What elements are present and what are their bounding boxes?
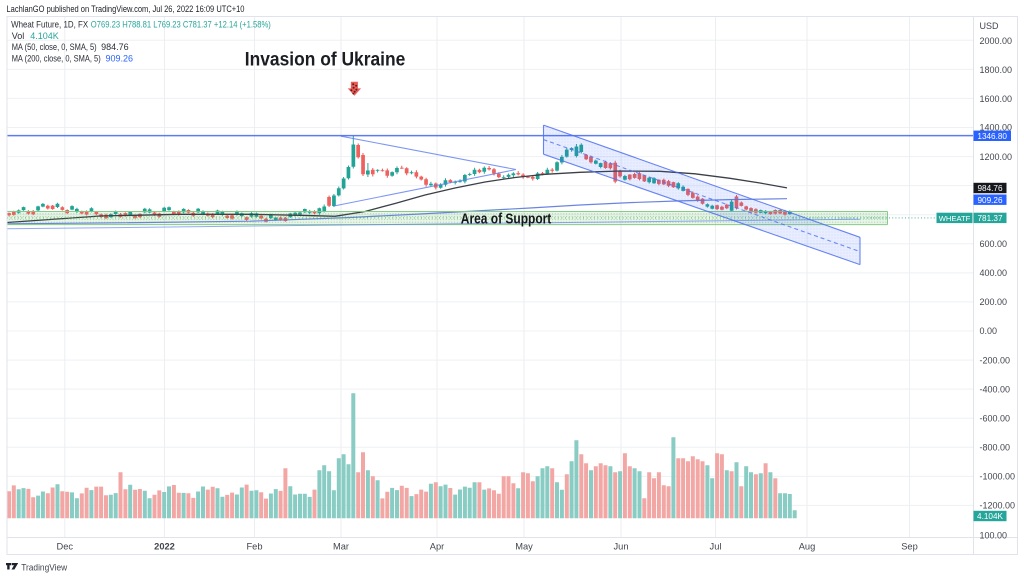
svg-text:-1200.00: -1200.00 xyxy=(980,501,1016,511)
svg-text:909.26: 909.26 xyxy=(106,54,134,64)
svg-text:-400.00: -400.00 xyxy=(980,384,1011,394)
svg-text:200.00: 200.00 xyxy=(980,297,1008,307)
svg-text:1200.00: 1200.00 xyxy=(980,152,1013,162)
svg-text:1400.00: 1400.00 xyxy=(980,123,1013,133)
svg-text:0.00: 0.00 xyxy=(980,326,998,336)
svg-text:MA (50, close, 0, SMA, 5): MA (50, close, 0, SMA, 5) xyxy=(12,42,97,52)
svg-text:909.26: 909.26 xyxy=(977,196,1002,205)
svg-text:1346.80: 1346.80 xyxy=(977,132,1007,141)
svg-text:2022: 2022 xyxy=(154,542,175,552)
svg-text:Wheat Future, 1D, FX: Wheat Future, 1D, FX xyxy=(11,20,88,30)
svg-text:Jul: Jul xyxy=(710,542,722,552)
svg-text:LachlanGO published on Trading: LachlanGO published on TradingView.com, … xyxy=(7,4,245,14)
svg-text:Feb: Feb xyxy=(246,542,262,552)
svg-text:-600.00: -600.00 xyxy=(980,413,1011,423)
svg-text:Mar: Mar xyxy=(333,542,349,552)
svg-text:4.104K: 4.104K xyxy=(977,512,1003,521)
svg-text:1800.00: 1800.00 xyxy=(980,65,1013,75)
svg-text:Jun: Jun xyxy=(614,542,629,552)
svg-text:Sep: Sep xyxy=(901,542,918,552)
svg-text:100.00: 100.00 xyxy=(980,531,1008,541)
svg-text:Invasion of Ukraine: Invasion of Ukraine xyxy=(245,49,406,71)
svg-text:USD: USD xyxy=(980,21,1000,31)
svg-text:Dec: Dec xyxy=(57,542,74,552)
svg-text:Vol: Vol xyxy=(12,31,25,41)
svg-text:-800.00: -800.00 xyxy=(980,442,1011,452)
svg-text:WHEATF: WHEATF xyxy=(939,214,971,223)
svg-text:May: May xyxy=(515,542,533,552)
svg-text:2000.00: 2000.00 xyxy=(980,36,1013,46)
svg-text:-200.00: -200.00 xyxy=(980,355,1011,365)
svg-text:Area of Support: Area of Support xyxy=(461,211,552,228)
svg-text:O769.23 H788.81 L769.23 C781.3: O769.23 H788.81 L769.23 C781.37 +12.14 (… xyxy=(91,20,271,30)
svg-text:600.00: 600.00 xyxy=(980,239,1008,249)
svg-text:TradingView: TradingView xyxy=(21,562,67,573)
svg-text:1600.00: 1600.00 xyxy=(980,94,1013,104)
svg-text:984.76: 984.76 xyxy=(101,42,129,52)
svg-text:4.104K: 4.104K xyxy=(30,31,59,41)
svg-text:984.76: 984.76 xyxy=(977,184,1002,193)
svg-text:Apr: Apr xyxy=(430,542,444,552)
svg-text:Aug: Aug xyxy=(799,542,816,552)
svg-text:MA (200, close, 0, SMA, 5): MA (200, close, 0, SMA, 5) xyxy=(12,54,101,64)
svg-text:-1000.00: -1000.00 xyxy=(980,472,1016,482)
svg-text:400.00: 400.00 xyxy=(980,268,1008,278)
svg-text:781.37: 781.37 xyxy=(977,214,1002,223)
